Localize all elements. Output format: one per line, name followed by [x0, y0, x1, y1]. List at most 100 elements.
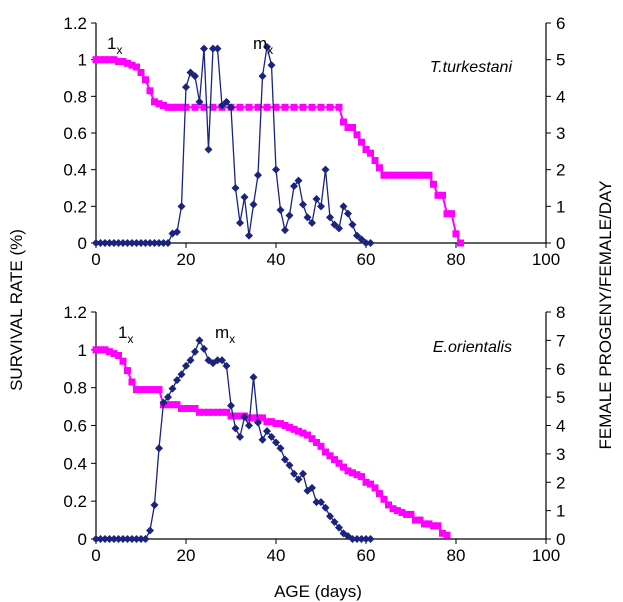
y-left-tick-label: 0.2: [63, 492, 87, 511]
data-point-lx: [227, 412, 235, 420]
data-point-lx: [268, 418, 275, 426]
data-point-mx: [366, 535, 375, 543]
data-point-lx: [124, 59, 131, 67]
y-right-tick-label: 7: [556, 331, 565, 350]
data-point-lx: [443, 210, 451, 218]
data-point-lx: [196, 408, 203, 416]
y-right-tick-label: 1: [556, 502, 565, 521]
data-point-mx: [191, 72, 199, 81]
data-point-lx: [205, 408, 212, 416]
data-point-lx: [133, 386, 140, 394]
data-point-mx: [191, 347, 199, 356]
data-point-mx: [299, 200, 307, 209]
data-point-mx: [195, 97, 204, 106]
data-point-lx: [412, 171, 419, 179]
data-point-lx: [416, 171, 424, 179]
data-point-mx: [299, 469, 307, 478]
data-point-mx: [137, 239, 145, 247]
data-point-mx: [222, 361, 231, 370]
y-right-tick-label: 5: [556, 388, 565, 407]
data-point-lx: [340, 118, 347, 126]
data-point-mx: [110, 239, 118, 247]
data-point-mx: [240, 193, 249, 202]
data-point-lx: [187, 405, 194, 412]
data-point-lx: [236, 103, 244, 111]
y-right-tick-label: 6: [556, 360, 565, 379]
x-tick-label: 80: [447, 250, 466, 269]
data-point-lx: [380, 495, 388, 503]
data-point-mx: [209, 44, 217, 53]
y-left-tick-label: 1.2: [63, 14, 87, 33]
data-point-mx: [281, 455, 289, 464]
data-point-lx: [425, 520, 433, 528]
data-point-mx: [272, 165, 280, 174]
data-point-lx: [110, 350, 118, 358]
data-point-lx: [259, 414, 266, 422]
data-point-lx: [349, 469, 356, 477]
data-point-lx: [331, 456, 338, 464]
data-point-lx: [448, 210, 455, 218]
data-point-lx: [290, 425, 298, 433]
data-point-mx: [249, 200, 258, 209]
series-line-mx: [96, 46, 371, 244]
data-point-lx: [353, 131, 361, 139]
data-point-mx: [330, 517, 339, 526]
data-point-lx: [178, 103, 185, 111]
y-left-tick-label: 0.4: [63, 454, 87, 473]
data-point-lx: [281, 103, 289, 111]
data-point-mx: [348, 535, 357, 543]
data-point-lx: [335, 103, 343, 111]
chart-panel-orientalis: 0 20 40 60 80 10000.20.40.60.811.2012345678E.…: [63, 303, 565, 565]
series-line-mx: [96, 338, 371, 540]
y-axis-title-right: FEMALE PROGENY/FEMALE/DAY: [596, 181, 615, 450]
data-point-lx: [209, 103, 217, 111]
data-point-mx: [249, 373, 258, 382]
annotation-lx-subscript: x: [116, 43, 122, 57]
data-point-mx: [326, 213, 334, 222]
annotation-lx: 1x: [118, 323, 133, 346]
y-left-tick-label: 0.8: [63, 87, 87, 106]
data-point-lx: [200, 408, 208, 416]
data-point-lx: [389, 505, 397, 513]
data-point-lx: [412, 516, 419, 524]
data-point-lx: [290, 103, 298, 111]
data-point-mx: [227, 401, 235, 410]
data-point-lx: [182, 103, 190, 111]
data-point-lx: [421, 520, 428, 528]
data-point-mx: [168, 384, 177, 393]
data-point-mx: [141, 535, 150, 543]
data-point-mx: [155, 239, 163, 247]
data-point-lx: [124, 367, 131, 375]
data-point-lx: [137, 69, 145, 76]
data-point-lx: [160, 102, 167, 109]
data-point-mx: [200, 344, 208, 353]
data-point-mx: [254, 418, 262, 427]
data-point-lx: [164, 401, 172, 409]
data-point-lx: [371, 157, 379, 164]
data-point-lx: [398, 171, 406, 179]
data-point-mx: [128, 239, 136, 247]
y-left-tick-label: 0: [78, 530, 87, 549]
data-point-lx: [245, 103, 253, 111]
data-point-mx: [105, 535, 114, 543]
data-point-mx: [195, 336, 204, 345]
data-point-lx: [128, 61, 136, 69]
data-point-lx: [380, 171, 388, 179]
data-point-lx: [223, 408, 230, 416]
data-point-mx: [353, 535, 361, 543]
data-point-lx: [272, 420, 280, 428]
annotation-lx-subscript: x: [127, 332, 133, 346]
y-left-tick-label: 1: [78, 341, 87, 360]
y-right-tick-label: 6: [556, 14, 565, 33]
data-point-lx: [394, 507, 401, 515]
data-point-lx: [358, 473, 365, 481]
data-point-mx: [186, 68, 195, 77]
data-point-mx: [114, 239, 123, 247]
data-point-mx: [164, 393, 172, 402]
y-left-tick-label: 0.6: [63, 124, 87, 143]
data-point-lx: [133, 63, 140, 71]
data-point-lx: [106, 56, 113, 64]
data-point-mx: [123, 239, 132, 247]
data-point-mx: [276, 206, 285, 214]
data-point-lx: [371, 484, 379, 492]
